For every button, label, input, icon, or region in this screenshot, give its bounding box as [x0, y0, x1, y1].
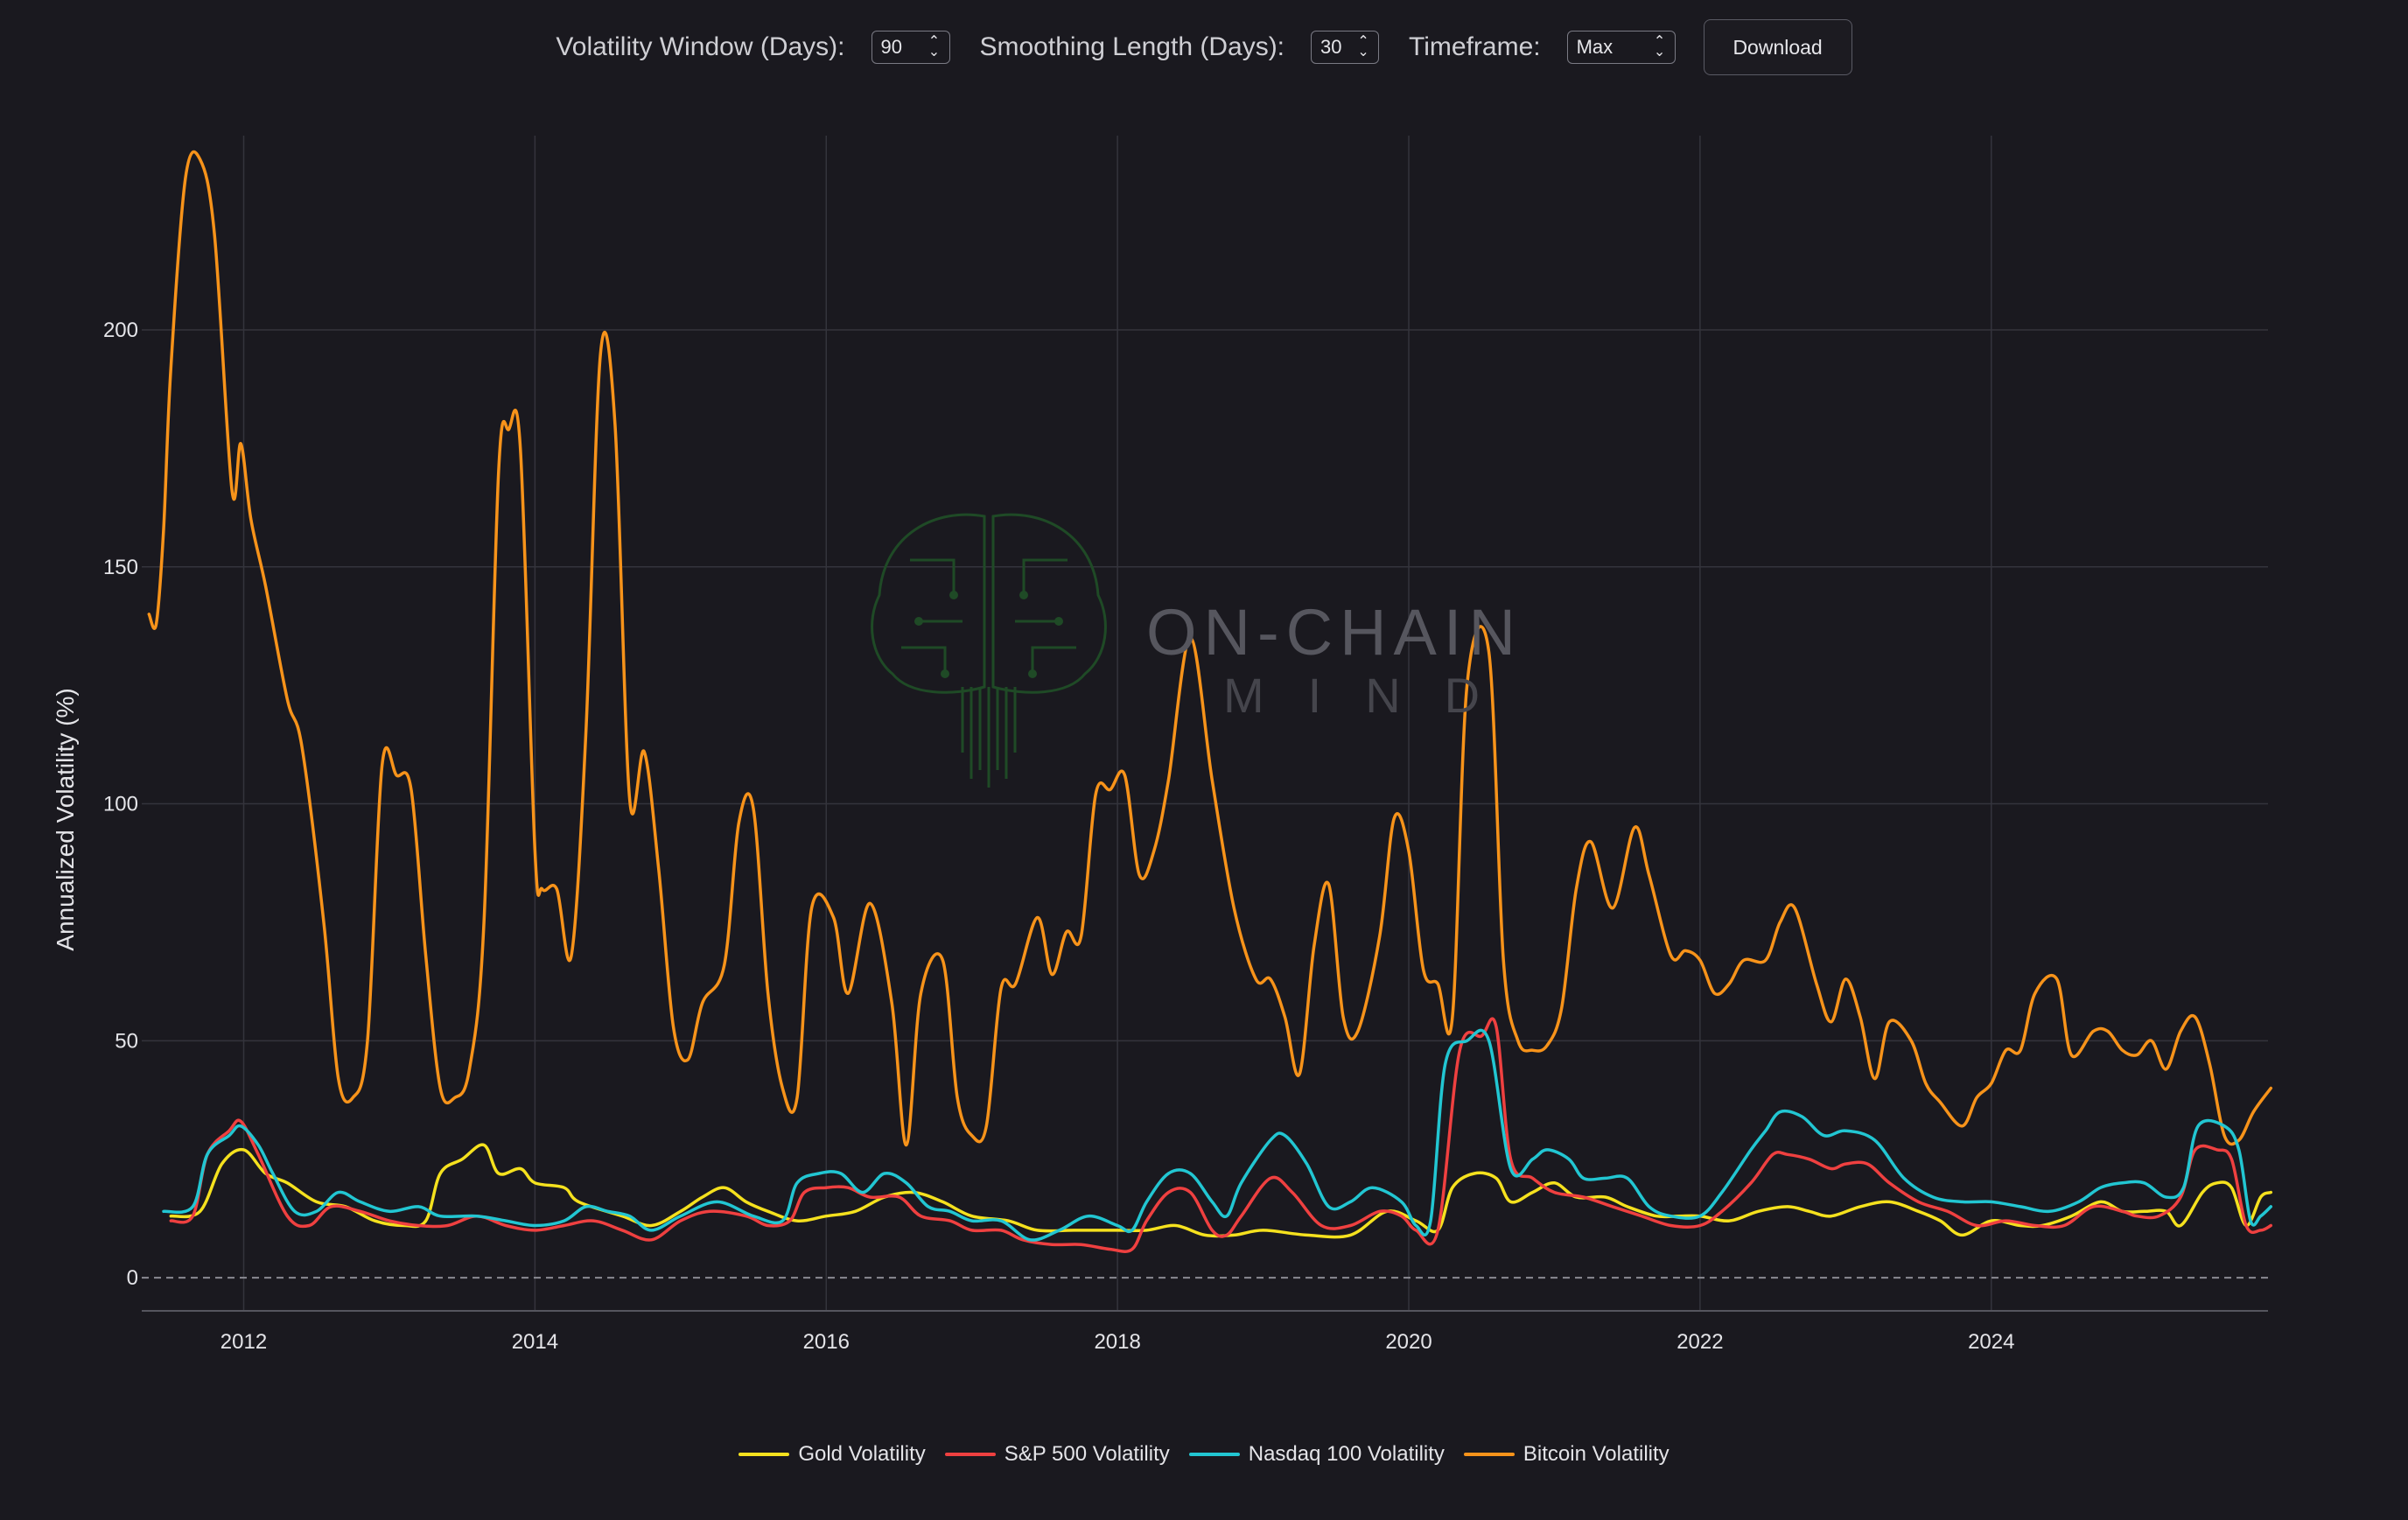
smoothing-length-label: Smoothing Length (Days): — [979, 32, 1285, 61]
chart-legend: Gold Volatility S&P 500 Volatility Nasda… — [0, 1437, 2408, 1472]
legend-swatch-sp500 — [944, 1453, 996, 1456]
volatility-window-select[interactable]: 90 ⌃ ⌄ — [871, 31, 950, 64]
x-tick-label: 2014 — [512, 1330, 558, 1354]
timeframe-select[interactable]: Max ⌃ ⌄ — [1566, 31, 1676, 64]
volatility-window-value: 90 — [880, 36, 902, 58]
legend-item-sp500[interactable]: S&P 500 Volatility — [944, 1442, 1170, 1467]
y-tick-label: 50 — [115, 1029, 138, 1053]
legend-swatch-gold — [738, 1453, 790, 1456]
legend-label-sp500: S&P 500 Volatility — [1004, 1442, 1170, 1466]
x-tick-label: 2016 — [803, 1330, 850, 1354]
legend-item-gold[interactable]: Gold Volatility — [738, 1442, 926, 1467]
smoothing-length-select[interactable]: 30 ⌃ ⌄ — [1311, 31, 1380, 64]
timeframe-label: Timeframe: — [1409, 32, 1541, 61]
x-tick-label: 2018 — [1094, 1330, 1140, 1354]
download-button[interactable]: Download — [1703, 19, 1852, 75]
y-axis-label: Annualized Volatility (%) — [52, 688, 79, 950]
legend-label-nasdaq: Nasdaq 100 Volatility — [1248, 1442, 1445, 1466]
series-line-nasdaq — [162, 1028, 2273, 1242]
timeframe-value: Max — [1576, 36, 1614, 58]
x-tick-label: 2020 — [1385, 1330, 1432, 1354]
series-line-gold — [169, 1143, 2273, 1239]
x-tick-label: 2012 — [220, 1330, 267, 1354]
spinner-arrows-icon: ⌃ ⌄ — [928, 34, 941, 60]
spinner-arrows-icon: ⌃ ⌄ — [1357, 34, 1369, 60]
legend-label-gold: Gold Volatility — [798, 1442, 926, 1466]
volatility-window-label: Volatility Window (Days): — [556, 32, 845, 61]
legend-label-bitcoin: Bitcoin Volatility — [1522, 1442, 1670, 1466]
smoothing-length-value: 30 — [1320, 36, 1342, 58]
legend-item-bitcoin[interactable]: Bitcoin Volatility — [1463, 1442, 1670, 1467]
legend-swatch-bitcoin — [1463, 1453, 1515, 1456]
series-line-bitcoin — [147, 150, 2273, 1147]
x-tick-label: 2022 — [1676, 1330, 1723, 1354]
x-tick-label: 2024 — [1968, 1330, 2014, 1354]
controls-bar: Volatility Window (Days): 90 ⌃ ⌄ Smoothin… — [0, 18, 2408, 77]
legend-swatch-nasdaq — [1188, 1453, 1240, 1456]
y-tick-label: 150 — [103, 556, 138, 579]
series-line-sp500 — [169, 1017, 2273, 1253]
y-tick-label: 0 — [127, 1266, 138, 1290]
y-tick-label: 100 — [103, 793, 138, 816]
spinner-arrows-icon: ⌃ ⌄ — [1653, 34, 1666, 60]
legend-item-nasdaq[interactable]: Nasdaq 100 Volatility — [1188, 1442, 1445, 1467]
y-tick-label: 200 — [103, 319, 138, 342]
